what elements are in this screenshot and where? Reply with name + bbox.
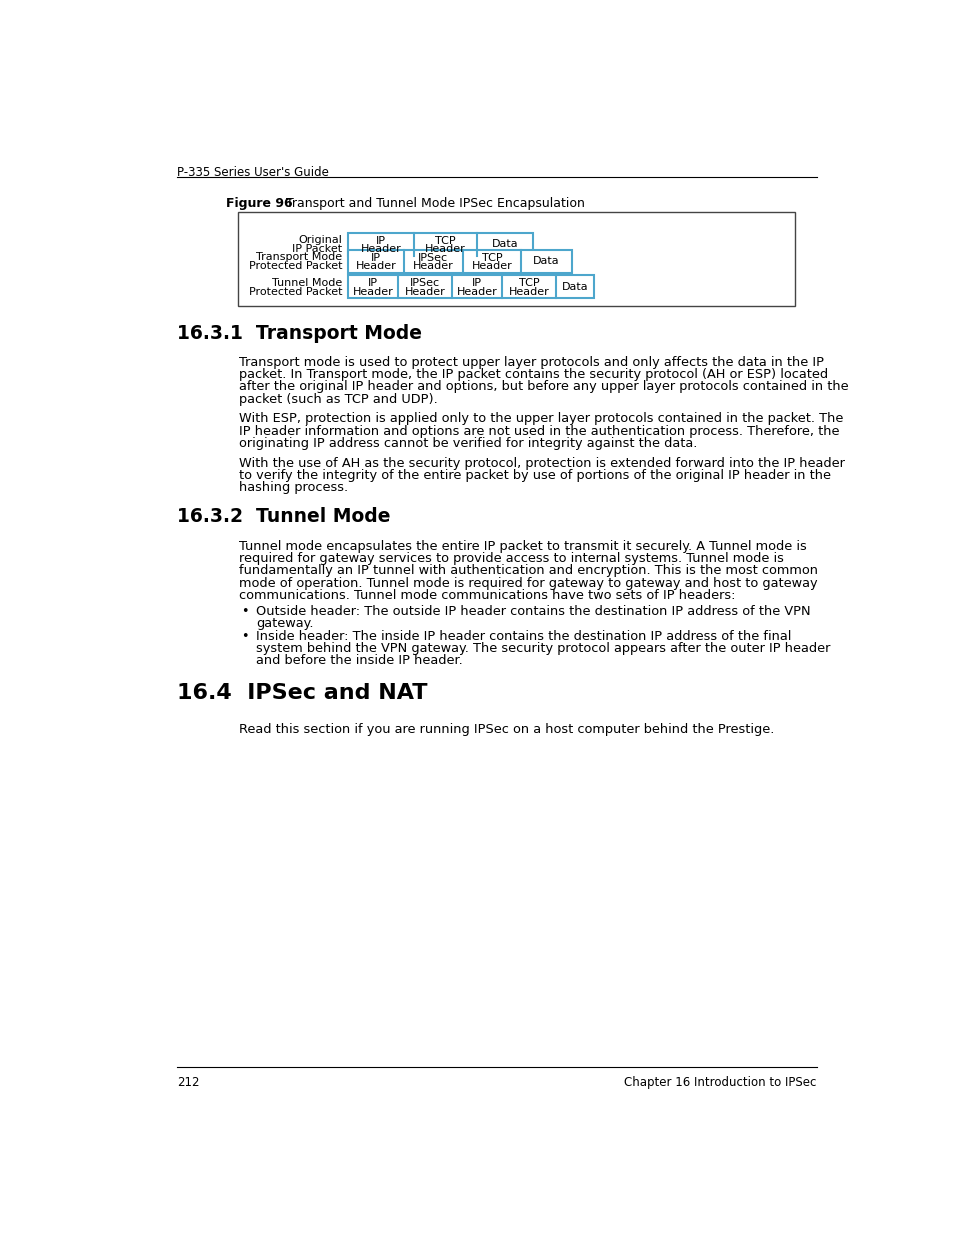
- Text: IPSec: IPSec: [417, 252, 448, 263]
- Text: 16.3.2  Tunnel Mode: 16.3.2 Tunnel Mode: [177, 508, 391, 526]
- Text: IP: IP: [472, 278, 481, 288]
- Text: Data: Data: [492, 240, 518, 249]
- Text: IP header information and options are not used in the authentication process. Th: IP header information and options are no…: [239, 425, 839, 437]
- Text: IP Packet: IP Packet: [292, 245, 342, 254]
- Text: Header: Header: [353, 287, 393, 296]
- Text: Outside header: The outside IP header contains the destination IP address of the: Outside header: The outside IP header co…: [256, 605, 810, 618]
- Text: system behind the VPN gateway. The security protocol appears after the outer IP : system behind the VPN gateway. The secur…: [256, 642, 830, 655]
- Text: Inside header: The inside IP header contains the destination IP address of the f: Inside header: The inside IP header cont…: [256, 630, 791, 643]
- Text: Header: Header: [413, 262, 453, 272]
- Text: Transport mode is used to protect upper layer protocols and only affects the dat: Transport mode is used to protect upper …: [239, 356, 823, 369]
- Text: Protected Packet: Protected Packet: [249, 262, 342, 272]
- Text: Header: Header: [425, 245, 465, 254]
- Text: Header: Header: [508, 287, 549, 296]
- Text: Read this section if you are running IPSec on a host computer behind the Prestig: Read this section if you are running IPS…: [239, 724, 774, 736]
- Text: Header: Header: [456, 287, 497, 296]
- Text: Data: Data: [533, 257, 559, 267]
- Text: Chapter 16 Introduction to IPSec: Chapter 16 Introduction to IPSec: [623, 1076, 816, 1089]
- Text: IPSec: IPSec: [410, 278, 439, 288]
- Text: Tunnel Mode: Tunnel Mode: [272, 278, 342, 288]
- Text: Header: Header: [360, 245, 401, 254]
- Text: after the original IP header and options, but before any upper layer protocols c: after the original IP header and options…: [239, 380, 848, 394]
- Text: Data: Data: [561, 282, 588, 291]
- Text: IP: IP: [371, 252, 380, 263]
- Bar: [237, 212, 794, 306]
- Text: and before the inside IP header.: and before the inside IP header.: [256, 655, 463, 667]
- Text: IP: IP: [368, 278, 377, 288]
- Text: 16.3.1  Transport Mode: 16.3.1 Transport Mode: [177, 324, 422, 343]
- Text: originating IP address cannot be verified for integrity against the data.: originating IP address cannot be verifie…: [239, 437, 697, 450]
- Text: TCP: TCP: [481, 252, 502, 263]
- Text: gateway.: gateway.: [256, 618, 314, 630]
- Text: Original: Original: [298, 235, 342, 246]
- Text: TCP: TCP: [435, 236, 456, 246]
- Bar: [348, 233, 533, 256]
- Text: Header: Header: [471, 262, 512, 272]
- Text: packet (such as TCP and UDP).: packet (such as TCP and UDP).: [239, 393, 437, 405]
- Text: Tunnel mode encapsulates the entire IP packet to transmit it securely. A Tunnel : Tunnel mode encapsulates the entire IP p…: [239, 540, 806, 553]
- Text: fundamentally an IP tunnel with authentication and encryption. This is the most : fundamentally an IP tunnel with authenti…: [239, 564, 818, 578]
- Text: With the use of AH as the security protocol, protection is extended forward into: With the use of AH as the security proto…: [239, 457, 844, 469]
- Text: required for gateway services to provide access to internal systems. Tunnel mode: required for gateway services to provide…: [239, 552, 783, 566]
- Text: hashing process.: hashing process.: [239, 480, 348, 494]
- Text: 16.4  IPSec and NAT: 16.4 IPSec and NAT: [177, 683, 428, 704]
- Text: mode of operation. Tunnel mode is required for gateway to gateway and host to ga: mode of operation. Tunnel mode is requir…: [239, 577, 817, 589]
- Bar: [348, 249, 571, 273]
- Text: Figure 96: Figure 96: [226, 196, 293, 210]
- Text: Protected Packet: Protected Packet: [249, 287, 342, 296]
- Text: packet. In Transport mode, the IP packet contains the security protocol (AH or E: packet. In Transport mode, the IP packet…: [239, 368, 827, 382]
- Text: •: •: [241, 605, 248, 618]
- Text: •: •: [241, 630, 248, 643]
- Text: P-335 Series User's Guide: P-335 Series User's Guide: [177, 165, 329, 179]
- Text: IP: IP: [375, 236, 385, 246]
- Text: TCP: TCP: [518, 278, 538, 288]
- Text: Transport Mode: Transport Mode: [256, 252, 342, 262]
- Text: Header: Header: [404, 287, 445, 296]
- Text: Transport and Tunnel Mode IPSec Encapsulation: Transport and Tunnel Mode IPSec Encapsul…: [274, 196, 584, 210]
- Text: Header: Header: [355, 262, 395, 272]
- Text: to verify the integrity of the entire packet by use of portions of the original : to verify the integrity of the entire pa…: [239, 469, 830, 482]
- Text: communications. Tunnel mode communications have two sets of IP headers:: communications. Tunnel mode communicatio…: [239, 589, 735, 601]
- Text: With ESP, protection is applied only to the upper layer protocols contained in t: With ESP, protection is applied only to …: [239, 412, 842, 426]
- Text: 212: 212: [177, 1076, 200, 1089]
- Bar: [348, 275, 594, 299]
